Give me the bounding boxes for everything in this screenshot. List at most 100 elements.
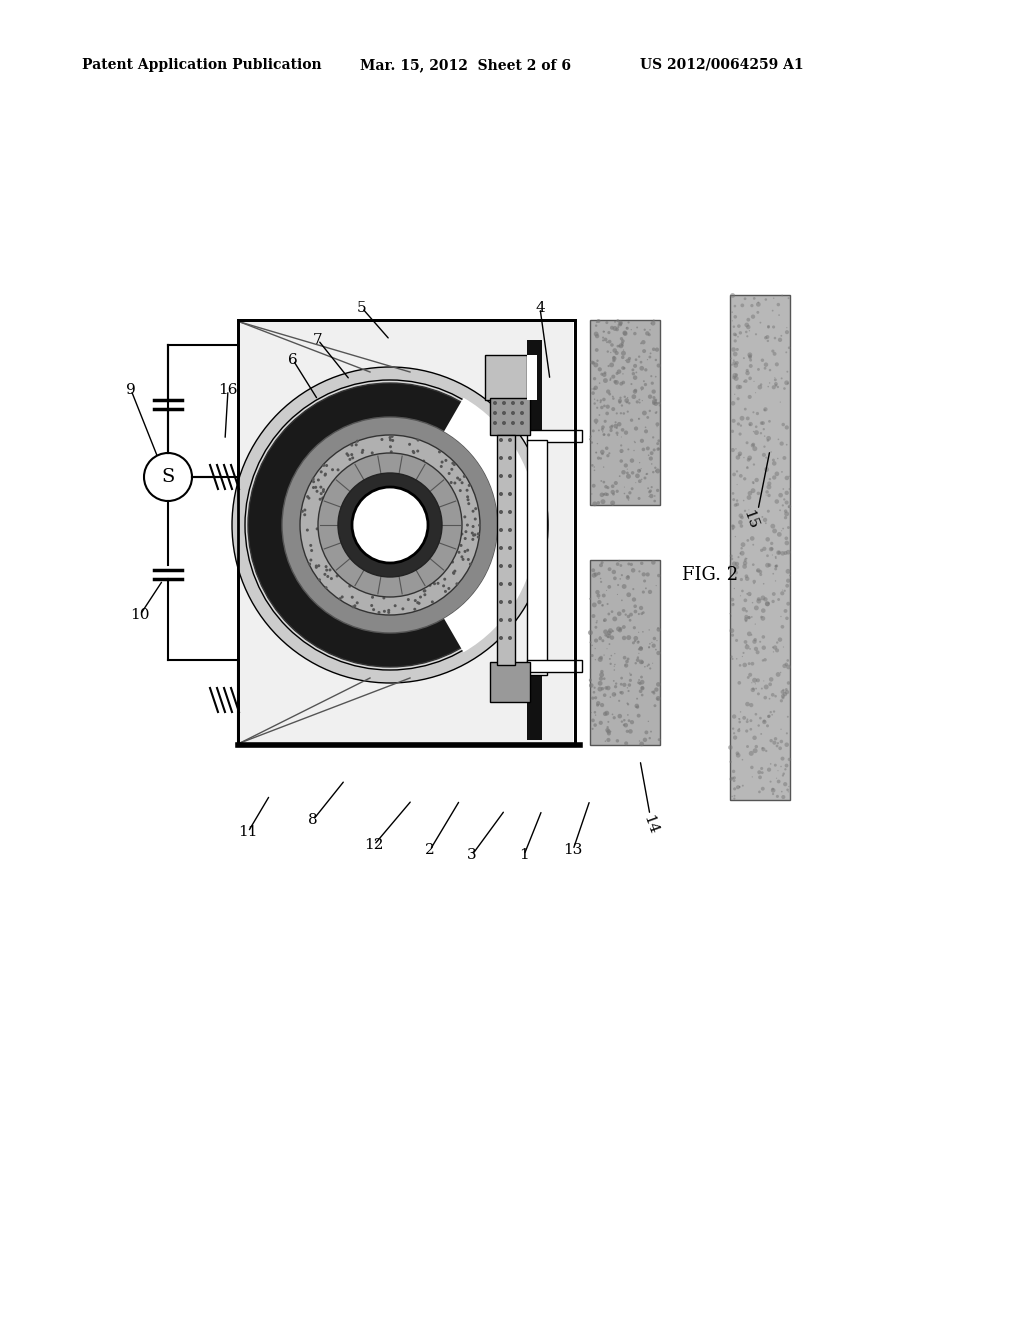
Circle shape <box>612 326 617 331</box>
Circle shape <box>644 383 647 387</box>
Circle shape <box>774 471 779 477</box>
Circle shape <box>784 475 790 480</box>
Circle shape <box>743 477 746 480</box>
Circle shape <box>348 585 351 587</box>
Circle shape <box>591 391 595 395</box>
Circle shape <box>614 693 615 696</box>
Circle shape <box>746 718 749 721</box>
Circle shape <box>777 550 780 554</box>
Circle shape <box>651 389 655 393</box>
Circle shape <box>636 400 639 404</box>
Circle shape <box>326 569 329 572</box>
Circle shape <box>637 681 640 684</box>
Circle shape <box>589 684 594 688</box>
Circle shape <box>591 388 593 389</box>
Circle shape <box>614 321 616 323</box>
Text: 3: 3 <box>467 847 477 862</box>
Circle shape <box>732 374 737 378</box>
Circle shape <box>633 331 637 335</box>
Circle shape <box>610 500 615 506</box>
Circle shape <box>607 631 611 635</box>
Circle shape <box>417 438 420 442</box>
Circle shape <box>594 331 598 337</box>
Circle shape <box>657 627 658 628</box>
Circle shape <box>759 640 761 643</box>
Circle shape <box>602 330 605 333</box>
Circle shape <box>655 403 657 404</box>
Circle shape <box>640 561 643 565</box>
Circle shape <box>597 400 598 401</box>
Circle shape <box>634 640 636 643</box>
Circle shape <box>603 677 605 680</box>
Circle shape <box>767 325 770 327</box>
Circle shape <box>643 329 646 331</box>
Circle shape <box>652 636 656 640</box>
Circle shape <box>461 532 464 536</box>
Circle shape <box>601 686 604 690</box>
Circle shape <box>144 453 193 502</box>
Circle shape <box>782 689 784 692</box>
Circle shape <box>471 537 474 541</box>
Circle shape <box>731 401 735 405</box>
Circle shape <box>649 490 652 492</box>
Circle shape <box>632 395 636 399</box>
Circle shape <box>602 494 605 495</box>
Circle shape <box>737 422 740 425</box>
Circle shape <box>743 558 746 562</box>
Circle shape <box>624 664 629 668</box>
Circle shape <box>508 438 512 442</box>
Circle shape <box>621 721 624 723</box>
Circle shape <box>761 595 765 601</box>
Bar <box>485 355 527 400</box>
Circle shape <box>765 490 769 494</box>
Circle shape <box>499 564 503 568</box>
Circle shape <box>508 618 512 622</box>
Circle shape <box>407 598 410 601</box>
Circle shape <box>737 325 740 327</box>
Circle shape <box>784 536 788 540</box>
Circle shape <box>732 473 736 477</box>
Circle shape <box>735 384 740 389</box>
Circle shape <box>781 504 784 507</box>
Circle shape <box>620 337 624 341</box>
Circle shape <box>319 492 323 495</box>
Circle shape <box>317 578 321 581</box>
Circle shape <box>508 528 512 532</box>
Circle shape <box>595 348 599 352</box>
Circle shape <box>733 315 737 318</box>
Circle shape <box>779 739 783 743</box>
Circle shape <box>756 678 760 682</box>
Bar <box>590 319 660 506</box>
Circle shape <box>606 729 610 734</box>
Circle shape <box>469 562 472 565</box>
Circle shape <box>786 602 791 606</box>
Circle shape <box>751 634 753 636</box>
Text: 2: 2 <box>425 843 435 857</box>
Circle shape <box>784 516 787 519</box>
Circle shape <box>776 385 779 388</box>
Circle shape <box>597 594 600 598</box>
Circle shape <box>604 634 607 636</box>
Circle shape <box>786 788 788 791</box>
Circle shape <box>610 490 615 494</box>
Circle shape <box>318 498 322 500</box>
Circle shape <box>607 364 609 367</box>
Circle shape <box>651 690 653 693</box>
Circle shape <box>746 325 751 329</box>
Bar <box>527 341 542 741</box>
Circle shape <box>594 470 595 471</box>
Circle shape <box>613 424 618 429</box>
Circle shape <box>593 363 598 367</box>
Circle shape <box>764 436 765 437</box>
Circle shape <box>772 461 776 466</box>
Circle shape <box>657 447 659 450</box>
Circle shape <box>466 524 469 527</box>
Circle shape <box>784 500 788 504</box>
Circle shape <box>762 546 766 550</box>
Circle shape <box>651 644 655 648</box>
Text: 4: 4 <box>536 301 545 315</box>
Circle shape <box>730 293 735 298</box>
Circle shape <box>617 323 620 326</box>
Circle shape <box>618 321 623 325</box>
Circle shape <box>309 558 312 561</box>
